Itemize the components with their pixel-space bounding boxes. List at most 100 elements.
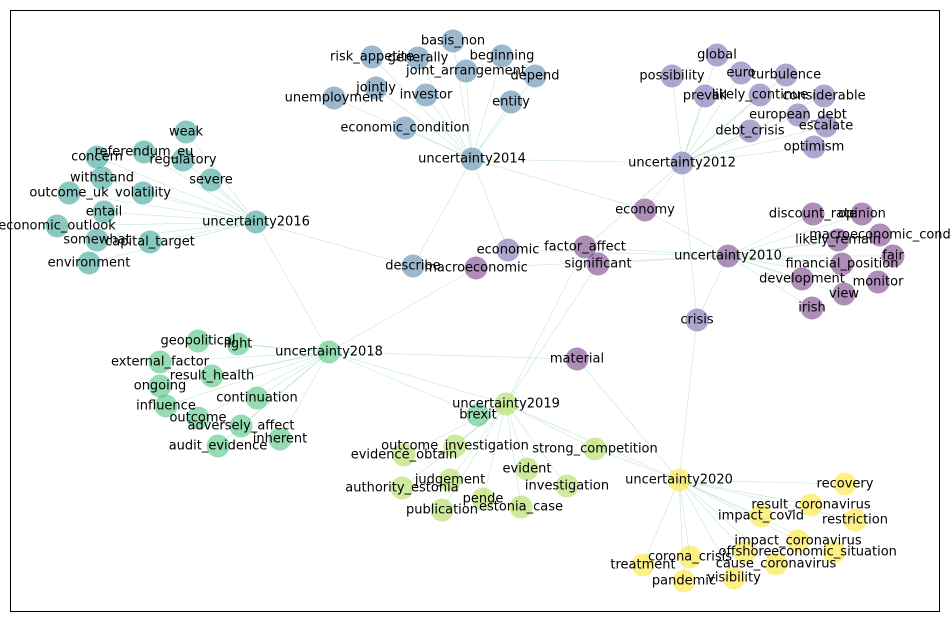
node-strong_competition[interactable]: [583, 437, 607, 461]
node-material[interactable]: [565, 347, 589, 371]
node-optimism[interactable]: [802, 135, 826, 159]
node-crisis[interactable]: [685, 308, 709, 332]
node-entail[interactable]: [92, 200, 116, 224]
node-fair[interactable]: [881, 244, 905, 268]
node-uncertainty2014[interactable]: [460, 147, 484, 171]
node-withstand[interactable]: [90, 166, 114, 190]
node-depend[interactable]: [523, 64, 547, 88]
node-offshore[interactable]: [733, 540, 757, 564]
node-economic[interactable]: [496, 238, 520, 262]
node-referendum_eu[interactable]: [132, 140, 156, 164]
node-generally[interactable]: [406, 46, 430, 70]
node-concern[interactable]: [85, 145, 109, 169]
node-monitor[interactable]: [866, 270, 890, 294]
node-joint_arrangement[interactable]: [454, 59, 478, 83]
node-development[interactable]: [790, 267, 814, 291]
node-possibility[interactable]: [660, 64, 684, 88]
node-outcome[interactable]: [186, 406, 210, 430]
node-uncertainty2010[interactable]: [716, 244, 740, 268]
node-brexit[interactable]: [466, 403, 490, 427]
node-uncertainty2020[interactable]: [667, 468, 691, 492]
node-uncertainty2018[interactable]: [317, 340, 341, 364]
node-authority_estonia[interactable]: [390, 476, 414, 500]
node-escalate[interactable]: [814, 114, 838, 138]
edge-uncertainty2012-european_debt: [681, 114, 799, 164]
node-european_debt[interactable]: [786, 103, 810, 127]
node-volatility[interactable]: [131, 181, 155, 205]
node-adversely_affect[interactable]: [229, 414, 253, 438]
node-financial_position[interactable]: [830, 252, 854, 276]
label-outcome_uk: outcome_uk: [29, 186, 109, 201]
node-environment[interactable]: [77, 251, 101, 275]
node-external_factor[interactable]: [148, 350, 172, 374]
node-macroeconomic[interactable]: [464, 256, 488, 280]
node-inherent[interactable]: [268, 427, 292, 451]
node-judgement[interactable]: [438, 468, 462, 492]
node-ongoing[interactable]: [148, 374, 172, 398]
node-jointly[interactable]: [364, 76, 388, 100]
node-impact_covid[interactable]: [749, 504, 773, 528]
node-outcome_uk[interactable]: [57, 181, 81, 205]
node-estonia_case[interactable]: [509, 495, 533, 519]
node-restriction[interactable]: [843, 508, 867, 532]
node-uncertainty2016[interactable]: [244, 210, 268, 234]
node-investigation[interactable]: [555, 474, 579, 498]
edges-layer: [56, 40, 893, 582]
node-audit_evidence[interactable]: [206, 434, 230, 458]
node-geopolitical[interactable]: [186, 329, 210, 353]
node-pandemic[interactable]: [672, 569, 696, 593]
node-recovery[interactable]: [833, 472, 857, 496]
node-global[interactable]: [705, 43, 729, 67]
node-view[interactable]: [832, 282, 856, 306]
node-beginning[interactable]: [490, 44, 514, 68]
node-discount_rate[interactable]: [801, 202, 825, 226]
edge-uncertainty2012-global: [681, 54, 718, 164]
node-unemployment[interactable]: [322, 86, 346, 110]
node-publication[interactable]: [430, 498, 454, 522]
node-cause_coronavirus[interactable]: [764, 552, 788, 576]
node-uncertainty2019[interactable]: [494, 392, 518, 416]
node-turbulence[interactable]: [774, 63, 798, 87]
node-describe[interactable]: [401, 254, 425, 278]
node-outcome_investigation[interactable]: [443, 434, 467, 458]
node-economic_condition[interactable]: [393, 116, 417, 140]
node-considerable[interactable]: [812, 84, 836, 108]
node-likely_continue[interactable]: [748, 83, 772, 107]
node-uncertainty2012[interactable]: [670, 151, 694, 175]
node-macroeconomic_cond[interactable]: [868, 223, 892, 247]
node-capital_target[interactable]: [138, 230, 162, 254]
edge-uncertainty2016-concern: [96, 156, 257, 223]
node-investor[interactable]: [414, 83, 438, 107]
node-economic_outlook[interactable]: [45, 214, 69, 238]
node-light[interactable]: [226, 332, 250, 356]
node-result_coronavirus[interactable]: [799, 493, 823, 517]
node-euro[interactable]: [729, 61, 753, 85]
node-debt_crisis[interactable]: [738, 119, 762, 143]
node-somewhat[interactable]: [85, 228, 109, 252]
node-likely_remain[interactable]: [826, 228, 850, 252]
node-economic_situation[interactable]: [822, 540, 846, 564]
node-prevail[interactable]: [693, 84, 717, 108]
node-opinion[interactable]: [850, 202, 874, 226]
node-economy[interactable]: [633, 198, 657, 222]
node-pende[interactable]: [471, 487, 495, 511]
nodes-layer: [45, 29, 905, 593]
node-severe[interactable]: [199, 168, 223, 192]
node-impact_coronavirus[interactable]: [786, 529, 810, 553]
node-weak[interactable]: [174, 120, 198, 144]
node-continuation[interactable]: [245, 386, 269, 410]
node-evidence_obtain[interactable]: [392, 443, 416, 467]
node-factor_affect[interactable]: [573, 235, 597, 259]
node-visibility[interactable]: [722, 566, 746, 590]
node-evident[interactable]: [515, 457, 539, 481]
node-entity[interactable]: [499, 90, 523, 114]
node-result_health[interactable]: [200, 364, 224, 388]
node-significant[interactable]: [586, 252, 610, 276]
node-regulatory[interactable]: [171, 148, 195, 172]
node-irish[interactable]: [800, 296, 824, 320]
node-risk_appetite[interactable]: [360, 45, 384, 69]
node-basis_non[interactable]: [441, 29, 465, 53]
node-treatment[interactable]: [631, 553, 655, 577]
node-influence[interactable]: [154, 394, 178, 418]
node-corona_crisis[interactable]: [678, 545, 702, 569]
